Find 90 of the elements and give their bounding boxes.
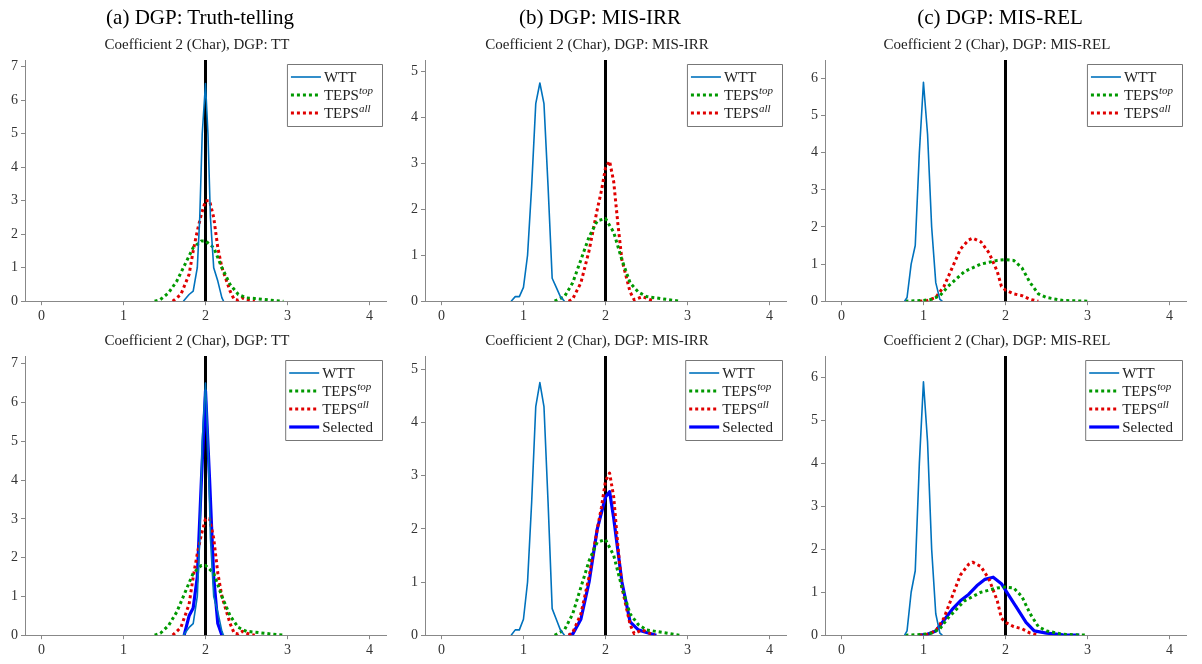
y-tick-label: 3 bbox=[411, 155, 418, 171]
y-tick-label: 5 bbox=[11, 125, 18, 141]
y-tick-label: 6 bbox=[811, 369, 818, 385]
x-tick-label: 0 bbox=[37, 642, 45, 658]
y-tick-label: 4 bbox=[411, 414, 418, 430]
y-tick-label: 1 bbox=[811, 255, 818, 271]
legend-label: WTT bbox=[323, 68, 357, 85]
chart-title: (b) DGP: MIS-IRR bbox=[517, 4, 683, 31]
x-tick-label: 1 bbox=[119, 642, 127, 658]
x-tick-label: 0 bbox=[37, 308, 45, 324]
y-tick-label: 4 bbox=[811, 455, 818, 471]
y-tick-label: 1 bbox=[411, 246, 418, 262]
x-tick-label: 2 bbox=[602, 308, 609, 324]
y-tick-label: 0 bbox=[11, 626, 18, 642]
y-tick-label: 4 bbox=[811, 144, 818, 160]
x-tick-label: 2 bbox=[602, 642, 609, 658]
x-tick-label: 2 bbox=[1002, 308, 1009, 324]
y-tick-label: 6 bbox=[11, 91, 18, 107]
y-tick-label: 5 bbox=[11, 432, 18, 448]
x-tick-label: 2 bbox=[202, 308, 209, 324]
x-tick-label: 1 bbox=[519, 642, 527, 658]
y-tick-label: 2 bbox=[411, 520, 418, 536]
y-tick-label: 4 bbox=[11, 158, 18, 174]
x-tick-label: 0 bbox=[437, 642, 445, 658]
legend-label: WTT bbox=[1122, 364, 1155, 381]
legend-label: WTT bbox=[1123, 68, 1157, 85]
y-tick-label: 1 bbox=[411, 573, 418, 589]
y-tick-label: 2 bbox=[811, 540, 818, 556]
y-tick-label: 3 bbox=[11, 510, 18, 526]
y-tick-label: 5 bbox=[811, 107, 818, 123]
y-tick-label: 7 bbox=[11, 355, 18, 371]
y-tick-label: 2 bbox=[11, 225, 18, 241]
x-tick-label: 4 bbox=[366, 308, 374, 324]
x-tick-label: 1 bbox=[919, 642, 927, 658]
y-tick-label: 6 bbox=[11, 394, 18, 410]
y-tick-label: 1 bbox=[811, 583, 818, 599]
chart-title: Coefficient 2 (Char), DGP: MIS-IRR bbox=[485, 331, 709, 349]
x-tick-label: 1 bbox=[919, 308, 927, 324]
x-tick-label: 0 bbox=[437, 308, 445, 324]
x-tick-label: 0 bbox=[837, 308, 845, 324]
x-tick-label: 1 bbox=[119, 308, 127, 324]
x-tick-label: 4 bbox=[766, 642, 774, 658]
y-tick-label: 3 bbox=[811, 181, 818, 197]
y-tick-label: 7 bbox=[11, 58, 18, 74]
x-tick-label: 2 bbox=[202, 642, 209, 658]
legend-label: Selected bbox=[322, 418, 374, 435]
chart-title: Coefficient 2 (Char), DGP: MIS-REL bbox=[883, 331, 1111, 349]
x-tick-label: 4 bbox=[766, 308, 774, 324]
y-tick-label: 2 bbox=[11, 549, 18, 565]
y-tick-label: 4 bbox=[11, 471, 18, 487]
y-tick-label: 0 bbox=[811, 292, 818, 308]
y-tick-label: 0 bbox=[411, 292, 418, 308]
legend-label: WTT bbox=[723, 68, 757, 85]
y-tick-label: 6 bbox=[811, 70, 818, 86]
chart-subtitle: Coefficient 2 (Char), DGP: TT bbox=[104, 35, 290, 53]
y-tick-label: 3 bbox=[11, 192, 18, 208]
x-tick-label: 3 bbox=[1084, 642, 1092, 658]
legend-label: WTT bbox=[322, 364, 355, 381]
chart-title: (a) DGP: Truth-telling bbox=[105, 4, 295, 31]
y-tick-label: 0 bbox=[811, 626, 818, 642]
y-tick-label: 4 bbox=[411, 109, 418, 125]
y-tick-label: 5 bbox=[411, 63, 418, 79]
x-tick-label: 4 bbox=[1166, 308, 1174, 324]
x-tick-label: 2 bbox=[1002, 642, 1009, 658]
legend-label: WTT bbox=[722, 364, 755, 381]
y-tick-label: 1 bbox=[11, 259, 18, 275]
chart-subtitle: Coefficient 2 (Char), DGP: MIS-REL bbox=[883, 35, 1111, 53]
chart-subtitle: Coefficient 2 (Char), DGP: MIS-IRR bbox=[485, 35, 709, 53]
x-tick-label: 3 bbox=[284, 308, 292, 324]
y-tick-label: 0 bbox=[411, 626, 418, 642]
x-tick-label: 4 bbox=[1166, 642, 1174, 658]
legend-label: Selected bbox=[722, 418, 774, 435]
x-tick-label: 3 bbox=[684, 308, 692, 324]
y-tick-label: 5 bbox=[411, 360, 418, 376]
y-tick-label: 5 bbox=[811, 412, 818, 428]
x-tick-label: 3 bbox=[284, 642, 292, 658]
chart-title: (c) DGP: MIS-REL bbox=[916, 4, 1084, 31]
y-tick-label: 2 bbox=[411, 200, 418, 216]
y-tick-label: 1 bbox=[11, 588, 18, 604]
y-tick-label: 3 bbox=[411, 467, 418, 483]
y-tick-label: 2 bbox=[811, 218, 818, 234]
y-tick-label: 0 bbox=[11, 292, 18, 308]
x-tick-label: 3 bbox=[1084, 308, 1092, 324]
x-tick-label: 0 bbox=[837, 642, 845, 658]
legend-label: Selected bbox=[1122, 418, 1174, 435]
y-tick-label: 3 bbox=[811, 498, 818, 514]
x-tick-label: 1 bbox=[519, 308, 527, 324]
x-tick-label: 3 bbox=[684, 642, 692, 658]
x-tick-label: 4 bbox=[366, 642, 374, 658]
chart-title: Coefficient 2 (Char), DGP: TT bbox=[104, 331, 290, 349]
